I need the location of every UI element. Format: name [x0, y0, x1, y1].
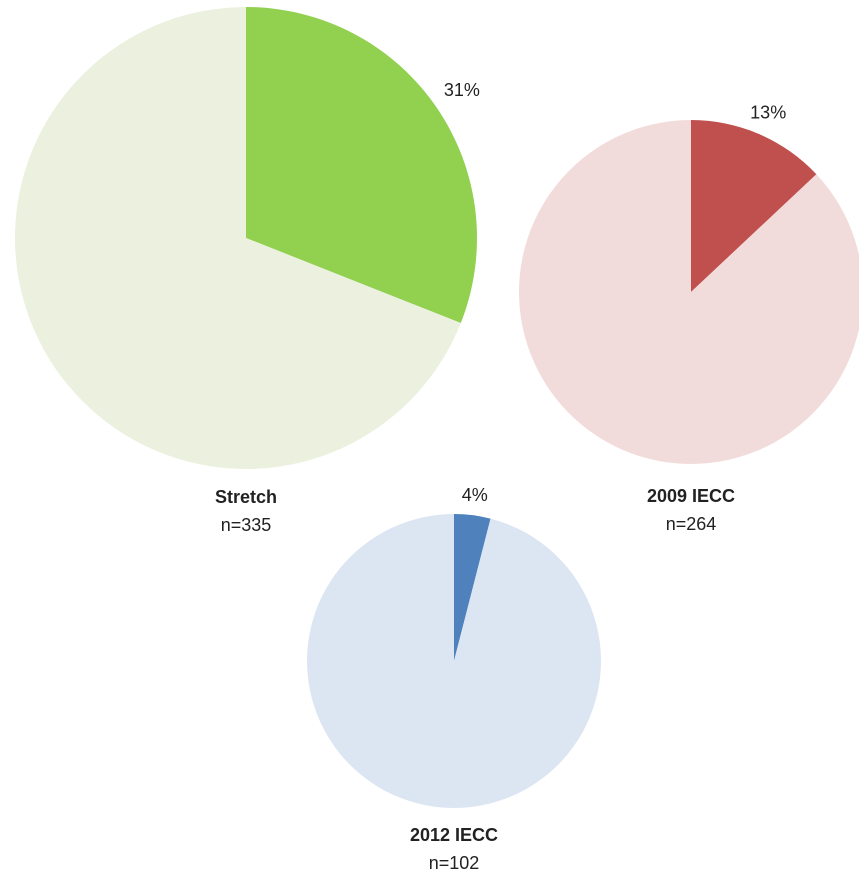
pie-title: 2009 IECC: [647, 486, 735, 506]
data-label: 31%: [444, 80, 480, 100]
pie-slice: [246, 7, 477, 324]
pie-subtitle: n=102: [429, 853, 480, 873]
pie-slice: [519, 120, 859, 464]
pie-subtitle: n=264: [666, 514, 717, 534]
pie-slice: [691, 120, 817, 292]
pie-title: Stretch: [215, 487, 277, 507]
pie-slice: [15, 7, 461, 469]
data-label: 4%: [462, 485, 488, 505]
pie-slice: [454, 514, 491, 661]
pie-subtitle: n=335: [221, 515, 272, 535]
pie-title: 2012 IECC: [410, 825, 498, 845]
pie-slice: [306, 514, 601, 808]
data-label: 13%: [750, 102, 786, 122]
